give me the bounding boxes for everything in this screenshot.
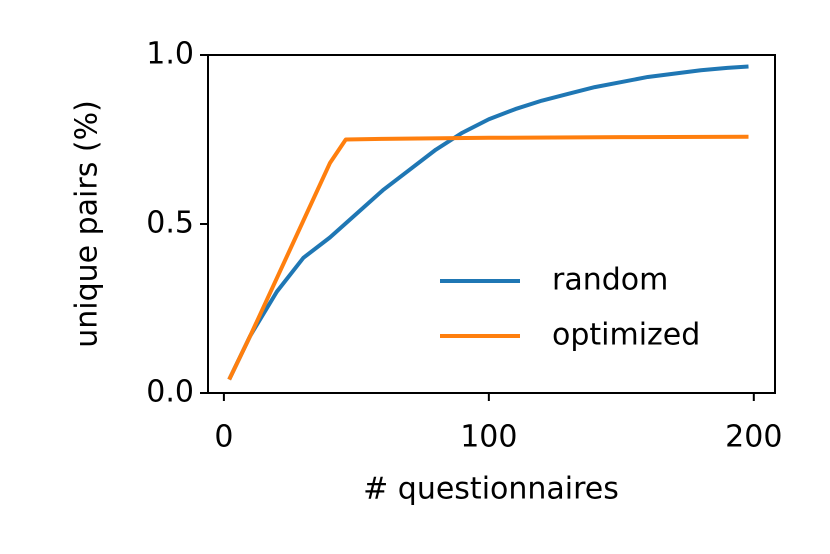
plot-frame [207,54,776,394]
y-axis-label: unique pairs (%) [70,100,105,348]
x-tick-label: 100 [460,420,517,455]
x-tick-label: 200 [725,420,782,455]
x-axis-label: # questionnaires [363,472,619,507]
legend-label: random [552,263,668,298]
y-tick-label: 0.0 [146,375,194,410]
legend-label: optimized [552,318,700,353]
y-tick-label: 0.5 [146,206,194,241]
data-line [227,134,749,381]
x-tick-label: 0 [214,420,233,455]
y-tick-label: 1.0 [146,37,194,72]
data-line [227,64,749,381]
